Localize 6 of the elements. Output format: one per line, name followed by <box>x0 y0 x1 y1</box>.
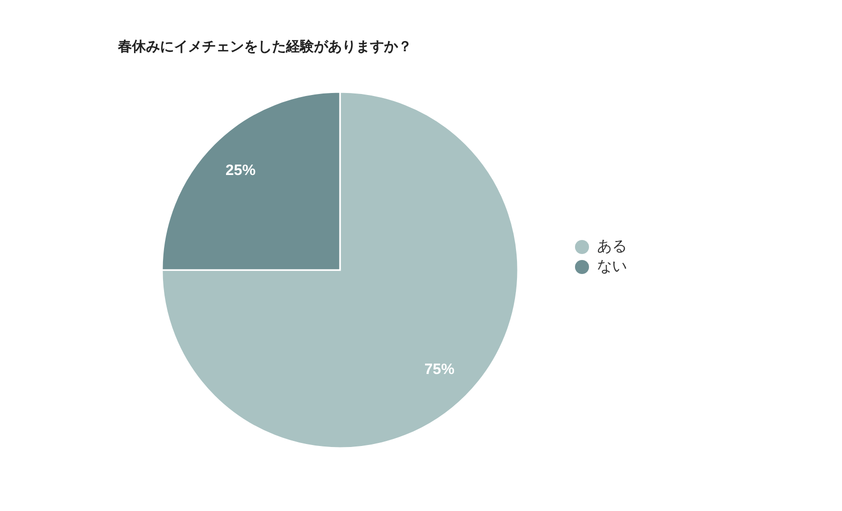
legend-label: ない <box>597 257 627 275</box>
data-label: 25% <box>226 162 256 180</box>
pie-slice <box>161 91 519 449</box>
data-label: 75% <box>424 360 454 378</box>
chart-title: 春休みにイメチェンをした経験がありますか？ <box>118 38 412 56</box>
legend-label: ある <box>597 237 627 255</box>
